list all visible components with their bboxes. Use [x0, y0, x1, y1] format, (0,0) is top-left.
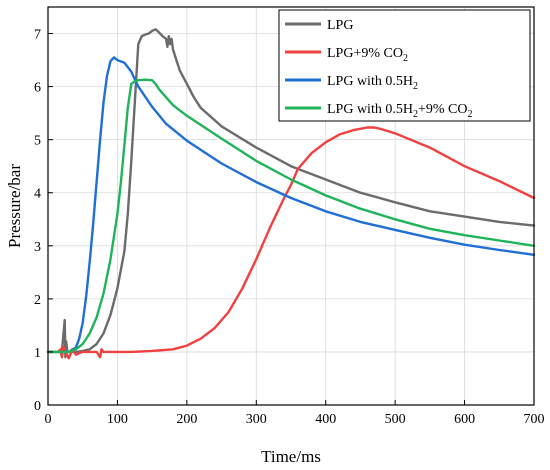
legend-subscript: 2 [413, 81, 418, 92]
legend-label: LPG with 0.5H2 [327, 74, 418, 92]
y-tick-label: 0 [34, 399, 41, 414]
y-tick-label: 3 [34, 240, 41, 255]
y-tick-label: 2 [34, 293, 41, 308]
x-tick-label: 600 [454, 412, 475, 427]
axis-ticks: 0 100 200 300 400 500 600 700 0 1 2 3 4 5 6 7 [34, 28, 545, 427]
legend-box [278, 9, 531, 122]
x-tick-label: 100 [107, 412, 128, 427]
legend-text-part: LPG [327, 18, 353, 33]
y-tick-label: 5 [34, 134, 41, 149]
legend-text-part: LPG+9% CO [327, 46, 403, 61]
x-tick-label: 300 [246, 412, 267, 427]
legend-subscript: 2 [467, 109, 472, 120]
x-tick-label: 0 [45, 412, 52, 427]
y-axis-label: Pressure/bar [5, 164, 24, 248]
legend-label: LPG+9% CO2 [327, 46, 408, 64]
legend-label: LPG [327, 18, 353, 33]
legend-subscript: 2 [413, 109, 418, 120]
y-tick-label: 6 [34, 81, 41, 96]
y-tick-label: 4 [34, 187, 41, 202]
x-tick-label: 700 [524, 412, 545, 427]
legend-text-part: LPG with 0.5H [327, 102, 413, 117]
x-tick-label: 500 [385, 412, 406, 427]
legend-label: LPG with 0.5H2+9% CO2 [327, 102, 472, 120]
x-tick-label: 200 [176, 412, 197, 427]
series-line-3 [46, 56, 536, 354]
x-axis-label: Time/ms [261, 447, 321, 466]
legend-text-part: +9% CO [418, 102, 468, 117]
legend-subscript: 2 [403, 53, 408, 64]
legend-text-part: LPG with 0.5H [327, 74, 413, 89]
series-line-4 [46, 78, 536, 354]
series-lines [46, 28, 536, 360]
plot-frame [47, 6, 535, 406]
y-tick-label: 1 [34, 346, 41, 361]
y-tick-label: 7 [34, 28, 41, 43]
x-tick-label: 400 [315, 412, 336, 427]
